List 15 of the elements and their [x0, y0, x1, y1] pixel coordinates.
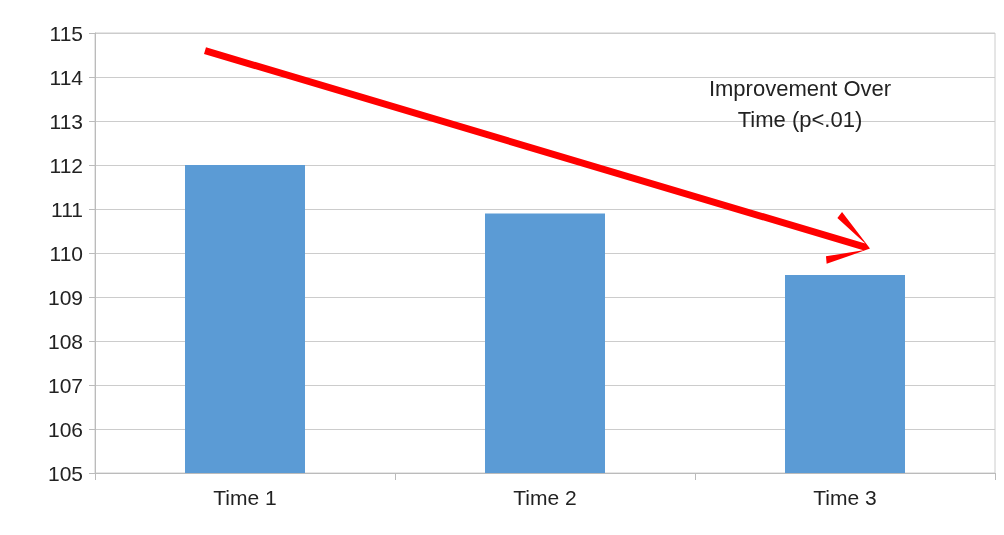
y-tick-label: 109	[47, 285, 83, 309]
x-tick-label: Time 1	[213, 486, 277, 509]
y-tick-label: 113	[49, 109, 83, 133]
y-tick-label: 107	[47, 373, 83, 397]
y-tick-label: 106	[47, 417, 83, 441]
y-tick-label: 114	[49, 65, 84, 89]
x-tick-label: Time 3	[813, 486, 877, 509]
y-tick-label: 108	[47, 329, 83, 353]
y-tick-label: 110	[49, 241, 83, 265]
y-tick-label: 111	[51, 197, 83, 221]
y-tick-label: 105	[47, 461, 83, 485]
annotation: Improvement Over Time (p<.01)	[707, 74, 893, 135]
x-tick-label: Time 2	[513, 486, 577, 509]
y-tick-label: 115	[49, 21, 83, 45]
y-tick-label: 112	[49, 153, 83, 177]
